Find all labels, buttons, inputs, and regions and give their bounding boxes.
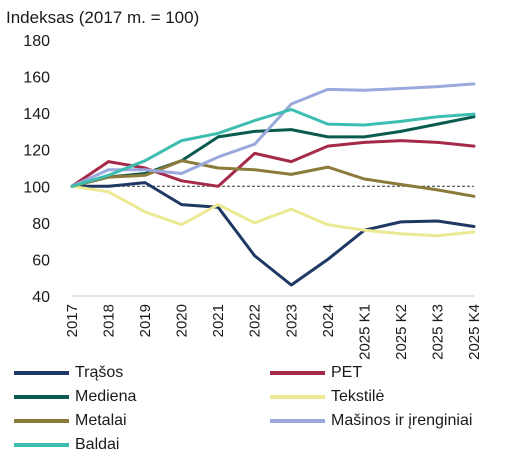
x-tick-label-2025-k2: 2025 K2: [393, 304, 410, 360]
series-line-1: [70, 139, 476, 188]
x-tick-label-2017: 2017: [64, 304, 81, 337]
x-tick-label-2019: 2019: [137, 304, 154, 337]
y-tick-label-60: 60: [32, 252, 50, 269]
series-line-6: [70, 108, 476, 188]
x-tick-label-2024: 2024: [320, 304, 337, 337]
series-line-4: [70, 159, 476, 198]
legend-swatch-6: [14, 443, 69, 447]
legend-swatch-1: [270, 371, 325, 375]
y-tick-label-40: 40: [32, 289, 50, 306]
x-tick-label-2020: 2020: [174, 304, 191, 337]
x-tick-label-2025-k3: 2025 K3: [429, 304, 446, 360]
x-tick-label-2022: 2022: [247, 304, 264, 337]
x-tick-label-2023: 2023: [283, 304, 300, 337]
legend-label-3: Tekstilė: [331, 388, 385, 405]
series-line-0: [70, 181, 476, 287]
legend-label-2: Mediena: [75, 388, 137, 405]
x-tick-label-2025-k1: 2025 K1: [356, 304, 373, 360]
series-line-5: [70, 82, 476, 188]
legend-swatch-3: [270, 395, 325, 399]
legend-item-0: Trąšos: [14, 363, 123, 383]
legend-item-3: Tekstilė: [270, 387, 384, 407]
series-line-3: [70, 184, 476, 238]
legend-label-0: Trąšos: [75, 364, 124, 381]
legend-label-5: Mašinos ir įrenginiai: [331, 412, 473, 429]
y-axis-title: Indeksas (2017 m. = 100): [6, 8, 200, 27]
y-tick-label-80: 80: [32, 216, 50, 233]
legend-swatch-2: [14, 395, 69, 399]
y-tick-label-140: 140: [23, 106, 50, 123]
y-tick-label-120: 120: [23, 143, 50, 160]
legend-label-4: Metalai: [75, 412, 127, 429]
legend-item-2: Mediena: [14, 387, 136, 407]
y-tick-label-180: 180: [23, 33, 50, 50]
y-tick-label-100: 100: [23, 179, 50, 196]
legend-swatch-5: [270, 419, 325, 423]
legend-label-1: PET: [331, 364, 363, 381]
legend-swatch-4: [14, 419, 69, 423]
legend-item-1: PET: [270, 363, 362, 383]
legend-item-4: Metalai: [14, 411, 127, 431]
x-tick-label-2018: 2018: [101, 304, 118, 337]
x-tick-label-2025-k4: 2025 K4: [466, 304, 483, 360]
legend-label-6: Baldai: [75, 436, 120, 453]
y-tick-label-160: 160: [23, 70, 50, 87]
legend-item-6: Baldai: [14, 435, 119, 455]
legend-swatch-0: [14, 371, 69, 375]
legend-item-5: Mašinos ir įrenginiai: [270, 411, 472, 431]
x-tick-label-2021: 2021: [210, 304, 227, 337]
